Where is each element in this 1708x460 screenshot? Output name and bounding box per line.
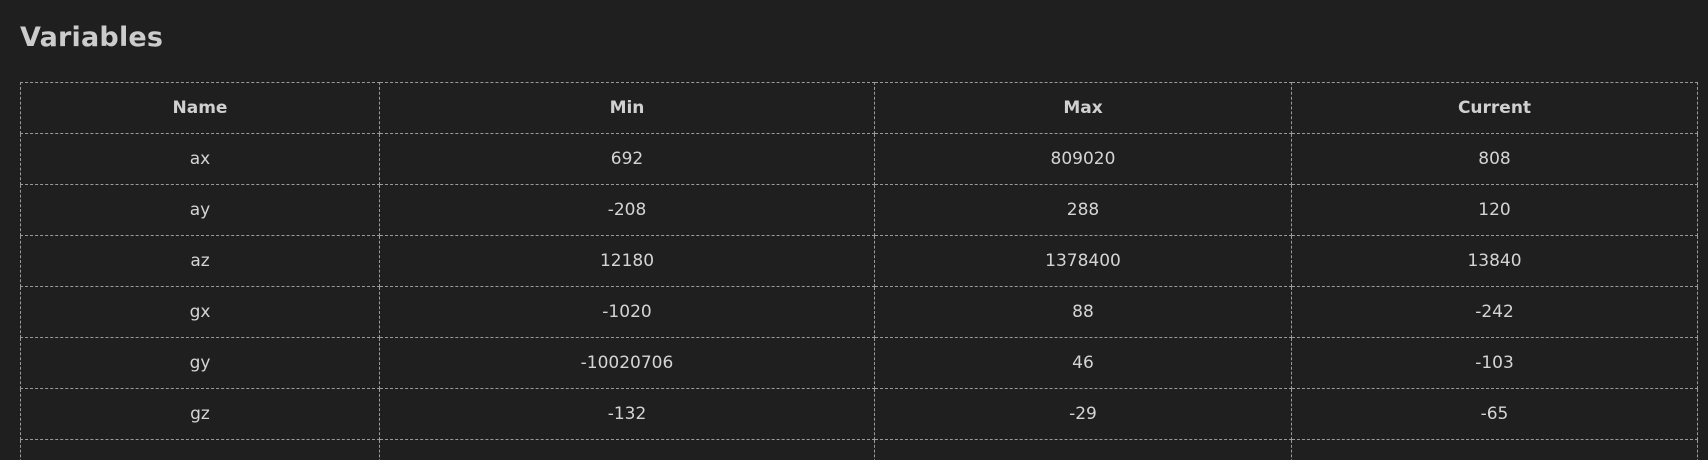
variables-table: Name Min Max Current ax 692 809020 808 a… <box>20 82 1698 460</box>
cell-name: gz <box>20 388 380 440</box>
cell-name: ax <box>20 133 380 185</box>
table-row: ay -208 288 120 <box>20 184 1698 236</box>
column-header-current: Current <box>1291 82 1698 134</box>
cell-current: -242 <box>1291 286 1698 338</box>
cell-current: -103 <box>1291 337 1698 389</box>
section-title: Variables <box>20 22 164 53</box>
cell-current: 13840 <box>1291 235 1698 287</box>
cell-max: 809020 <box>874 133 1292 185</box>
cell-current: -65 <box>1291 388 1698 440</box>
table-row: ax 692 809020 808 <box>20 133 1698 185</box>
cell-name: gy <box>20 337 380 389</box>
cell-name: gx <box>20 286 380 338</box>
cell-min: -10020706 <box>379 337 875 389</box>
cell-min: -208 <box>379 184 875 236</box>
cell-max: 288 <box>874 184 1292 236</box>
cell-min: -132 <box>379 388 875 440</box>
cell-current: 808 <box>1291 133 1698 185</box>
cell-max: 46 <box>874 337 1292 389</box>
table-row: gx -1020 88 -242 <box>20 286 1698 338</box>
cell-name: ay <box>20 184 380 236</box>
column-header-max: Max <box>874 82 1292 134</box>
cell-current: 120 <box>1291 184 1698 236</box>
column-header-min: Min <box>379 82 875 134</box>
cell-min <box>379 439 875 460</box>
cell-max: 1378400 <box>874 235 1292 287</box>
cell-min: 12180 <box>379 235 875 287</box>
column-header-name: Name <box>20 82 380 134</box>
table-row: gz -132 -29 -65 <box>20 388 1698 440</box>
table-row-partial <box>20 439 1698 460</box>
cell-name <box>20 439 380 460</box>
cell-min: 692 <box>379 133 875 185</box>
cell-min: -1020 <box>379 286 875 338</box>
cell-name: az <box>20 235 380 287</box>
cell-max: 88 <box>874 286 1292 338</box>
table-header-row: Name Min Max Current <box>20 82 1698 134</box>
cell-max: -29 <box>874 388 1292 440</box>
cell-current <box>1291 439 1698 460</box>
cell-max <box>874 439 1292 460</box>
table-row: az 12180 1378400 13840 <box>20 235 1698 287</box>
table-row: gy -10020706 46 -103 <box>20 337 1698 389</box>
